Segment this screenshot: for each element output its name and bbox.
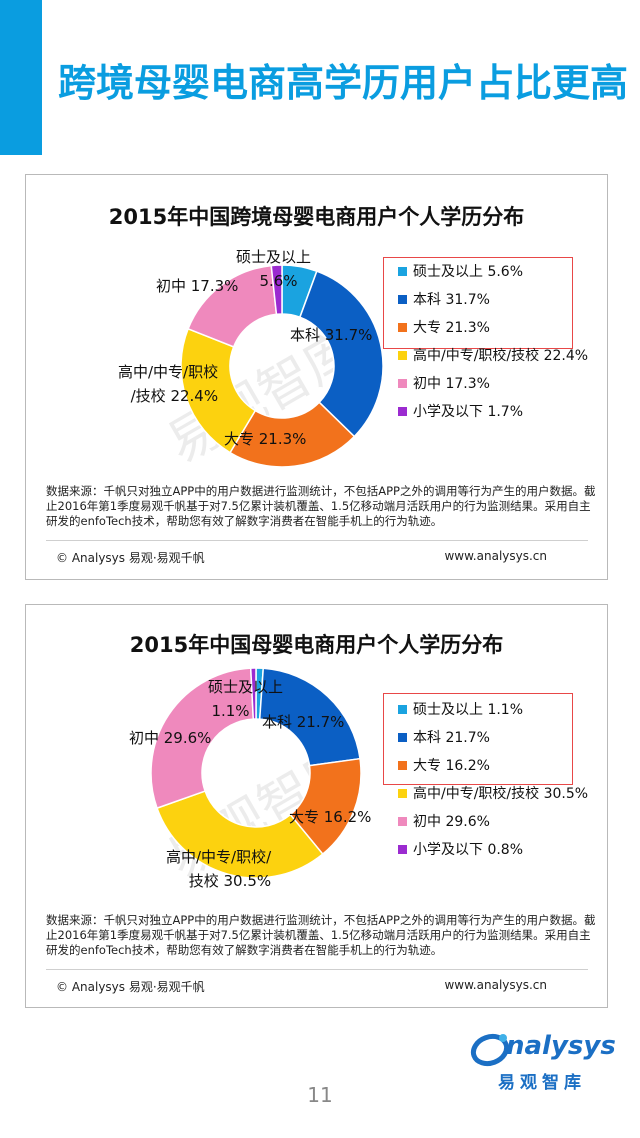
site-link[interactable]: www.analysys.cn (444, 978, 547, 992)
legend-swatch (398, 732, 407, 742)
data-source-note: 数据来源：千帆只对独立APP中的用户数据进行监测统计，不包括APP之外的调用等行… (46, 913, 596, 957)
legend-item: 高中/中专/职校/技校 22.4% (398, 341, 588, 369)
slice-label-junior: 初中 17.3% (156, 277, 239, 295)
legend-item: 大专 16.2% (398, 751, 588, 779)
legend: 硕士及以上 1.1% 本科 21.7% 大专 16.2% 高中/中专/职校/技校… (398, 695, 588, 863)
legend-item: 初中 17.3% (398, 369, 588, 397)
donut-slice-4 (156, 790, 324, 879)
logo-subtitle: 易观智库 (498, 1073, 586, 1093)
legend-highlight-box (383, 257, 573, 349)
donut-slice-6 (270, 264, 283, 316)
slice-label-bachelor: 本科 21.7% (262, 713, 345, 731)
legend-swatch (398, 816, 407, 826)
copyright-text: © Analysys 易观·易观千帆 (56, 551, 205, 565)
legend-item: 小学及以下 0.8% (398, 835, 588, 863)
title-accent-bar (0, 0, 42, 155)
chart-title: 2015年中国母婴电商用户个人学历分布 (129, 633, 504, 657)
legend-swatch (398, 760, 407, 770)
slice-label-highschool: 高中/中专/职校 /技校 22.4% (118, 363, 219, 405)
page-number: 11 (307, 1083, 333, 1107)
site-link[interactable]: www.analysys.cn (444, 549, 547, 563)
legend-highlight-box (383, 693, 573, 785)
legend-swatch (398, 294, 407, 304)
donut-slice-2 (298, 270, 384, 438)
legend-item: 本科 21.7% (398, 723, 588, 751)
legend-swatch (398, 406, 407, 416)
slice-label-junior: 初中 29.6% (129, 729, 212, 747)
slice-label-college: 大专 16.2% (289, 808, 372, 826)
chart-panel-maternal: 2015年中国母婴电商用户个人学历分布 易观智库 硕士及以上 1.1% 本科 2… (25, 604, 608, 1008)
slice-label-master: 硕士及以上 5.6% (236, 248, 312, 290)
copyright-text: © Analysys 易观·易观千帆 (56, 980, 205, 994)
legend: 硕士及以上 5.6% 本科 31.7% 大专 21.3% 高中/中专/职校/技校… (398, 257, 588, 425)
legend-item: 高中/中专/职校/技校 30.5% (398, 779, 588, 807)
donut-chart (150, 667, 362, 879)
donut-slice-6 (249, 667, 257, 720)
legend-swatch (398, 266, 407, 276)
legend-swatch (398, 788, 407, 798)
logo-swoosh-icon (470, 1033, 510, 1067)
chart-title: 2015年中国跨境母婴电商用户个人学历分布 (108, 205, 525, 229)
footer-divider (46, 969, 588, 970)
donut-slice-3 (229, 401, 356, 468)
legend-swatch (398, 704, 407, 714)
legend-item: 小学及以下 1.7% (398, 397, 588, 425)
slice-label-college: 大专 21.3% (224, 430, 307, 448)
legend-swatch (398, 322, 407, 332)
legend-item: 本科 31.7% (398, 285, 588, 313)
donut-chart (180, 264, 384, 468)
legend-item: 大专 21.3% (398, 313, 588, 341)
logo-wordmark: nalysys (506, 1031, 616, 1061)
data-source-note: 数据来源：千帆只对独立APP中的用户数据进行监测统计，不包括APP之外的调用等行… (46, 484, 596, 528)
chart-panel-cross-border: 2015年中国跨境母婴电商用户个人学历分布 易观智库 硕士及以上 5.6% 本科… (25, 174, 608, 580)
legend-swatch (398, 378, 407, 388)
legend-item: 初中 29.6% (398, 807, 588, 835)
analysys-logo: nalysys 易观智库 (470, 1030, 620, 1093)
slice-label-bachelor: 本科 31.7% (290, 326, 373, 344)
footer-divider (46, 540, 588, 541)
page-title: 跨境母婴电商高学历用户占比更高 (58, 61, 629, 105)
legend-item: 硕士及以上 5.6% (398, 257, 588, 285)
legend-swatch (398, 844, 407, 854)
slice-label-master: 硕士及以上 1.1% (208, 678, 284, 720)
legend-item: 硕士及以上 1.1% (398, 695, 588, 723)
donut-slice-5 (150, 667, 255, 810)
legend-swatch (398, 350, 407, 360)
slice-label-highschool: 高中/中专/职校/ 技校 30.5% (166, 848, 272, 890)
